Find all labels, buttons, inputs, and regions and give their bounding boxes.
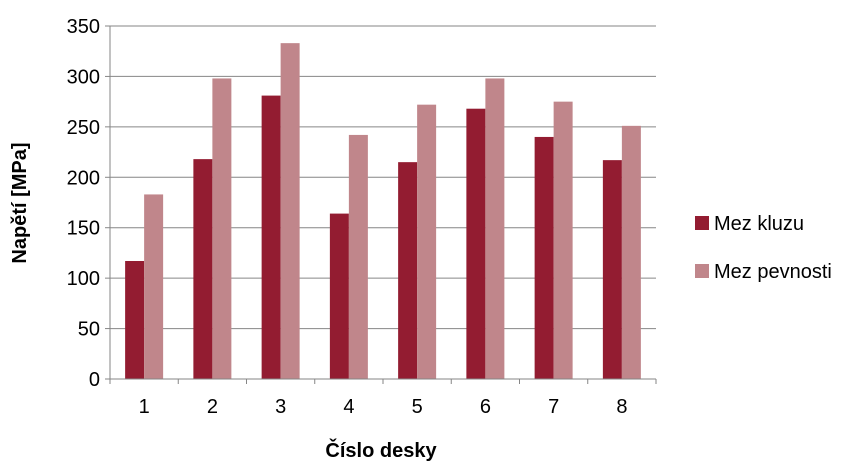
bar-mez-pevnosti <box>553 101 573 380</box>
bar-mez-kluzu <box>125 260 145 379</box>
x-tick-label: 8 <box>616 396 627 418</box>
x-tick-labels: 1 2 3 4 5 6 7 8 <box>139 396 628 418</box>
legend-swatch <box>695 216 709 230</box>
bar-mez-pevnosti <box>485 78 505 380</box>
x-tick-label: 6 <box>480 396 491 418</box>
bar-mez-kluzu <box>602 160 622 379</box>
x-tick-label: 3 <box>275 396 286 418</box>
bar-mez-pevnosti <box>144 194 164 379</box>
x-tick-label: 1 <box>139 396 150 418</box>
bar-mez-kluzu <box>193 159 213 379</box>
y-tick-label: 100 <box>67 268 100 290</box>
bar-mez-pevnosti <box>212 78 232 380</box>
bar-mez-kluzu <box>534 136 554 379</box>
y-tick-label: 250 <box>67 117 100 139</box>
x-tick-label: 7 <box>548 396 559 418</box>
y-tick-label: 350 <box>67 16 100 38</box>
bar-mez-pevnosti <box>621 125 641 379</box>
x-tick-label: 2 <box>207 396 218 418</box>
bars <box>125 43 641 380</box>
y-tick-label: 300 <box>67 66 100 88</box>
y-tick-label: 150 <box>67 218 100 240</box>
legend-swatch <box>695 264 709 278</box>
y-tick-label: 0 <box>89 369 100 391</box>
gridlines <box>110 25 656 330</box>
legend-label: Mez kluzu <box>714 213 804 235</box>
y-tick-label: 50 <box>78 319 100 341</box>
bar-mez-kluzu <box>261 95 281 379</box>
bar-mez-pevnosti <box>417 104 437 379</box>
bar-mez-pevnosti <box>348 134 368 379</box>
y-axis-title: Napětí [MPa] <box>9 142 31 263</box>
x-tick-label: 4 <box>343 396 354 418</box>
legend-label: Mez pevnosti <box>714 261 832 283</box>
bar-mez-kluzu <box>466 108 486 380</box>
bar-mez-pevnosti <box>280 43 300 379</box>
bar-mez-kluzu <box>329 213 349 379</box>
legend: Mez kluzu Mez pevnosti <box>695 213 832 283</box>
bar-mez-kluzu <box>398 162 418 379</box>
x-tick-label: 5 <box>412 396 423 418</box>
axes <box>105 25 657 384</box>
y-tick-label: 200 <box>67 167 100 189</box>
y-tick-labels: 0 50 100 150 200 250 300 350 <box>67 16 100 391</box>
x-axis-title: Číslo desky <box>325 438 437 462</box>
